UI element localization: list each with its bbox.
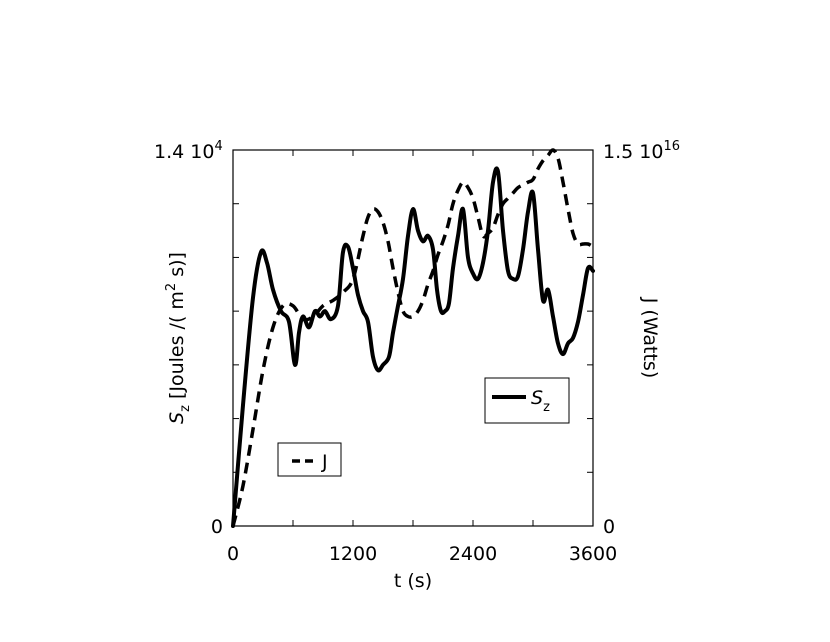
right-tick-label-bottom: 0 bbox=[603, 516, 615, 538]
left-axis-title-rest: [Joules /( m bbox=[166, 291, 188, 405]
left-tick-top-mantissa: 1.4 10 bbox=[154, 141, 214, 163]
legend-sz-main: S bbox=[531, 387, 543, 409]
legend-sz-sub: z bbox=[543, 400, 550, 415]
right-tick-top-exponent: 16 bbox=[663, 139, 680, 154]
left-tick-label-bottom: 0 bbox=[211, 516, 223, 538]
x-axis-title: t (s) bbox=[394, 570, 432, 592]
right-tick-top-mantissa: 1.5 10 bbox=[603, 141, 663, 163]
left-axis-title-sub: z bbox=[178, 405, 193, 412]
right-axis-title: J (Watts) bbox=[639, 297, 661, 378]
axis-ticks bbox=[232, 149, 594, 527]
left-axis-title-sup: 2 bbox=[164, 283, 179, 291]
x-tick-label-1200: 1200 bbox=[329, 543, 377, 565]
x-tick-label-2400: 2400 bbox=[449, 543, 497, 565]
right-tick-label-top: 1.5 1016 bbox=[603, 139, 680, 163]
x-tick-label-0: 0 bbox=[227, 543, 239, 565]
left-axis-title-end: s)] bbox=[166, 252, 188, 283]
x-tick-label-3600: 3600 bbox=[569, 543, 617, 565]
legend-j: J bbox=[277, 442, 342, 477]
legend-sz: Sz bbox=[484, 377, 570, 424]
left-axis-title: Sz [Joules /( m2 s)] bbox=[164, 252, 193, 424]
legend-j-label: J bbox=[321, 451, 328, 473]
legend-sz-label: Sz bbox=[531, 387, 550, 415]
legend-sz-box bbox=[484, 377, 570, 424]
left-axis-title-main: S bbox=[166, 412, 188, 424]
left-tick-top-exponent: 4 bbox=[214, 139, 222, 154]
series-line-j bbox=[231, 148, 594, 527]
left-tick-label-top: 1.4 104 bbox=[154, 139, 223, 163]
series-line-sz bbox=[231, 166, 595, 528]
